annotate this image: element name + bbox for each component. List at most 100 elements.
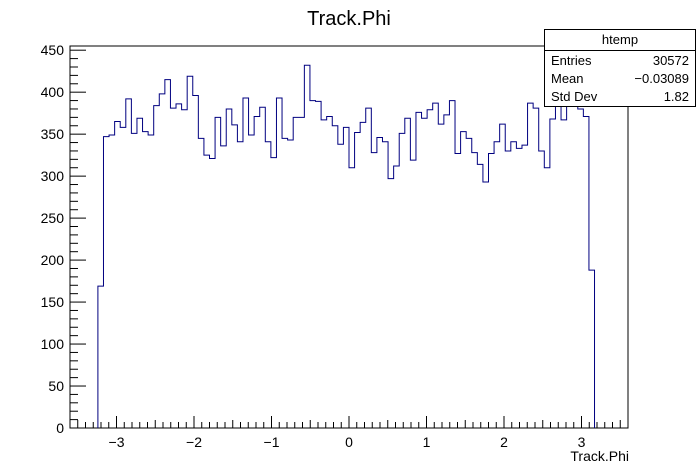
histogram-bin xyxy=(115,122,121,428)
histogram-bin xyxy=(265,142,271,428)
histogram-bin xyxy=(98,286,104,428)
histogram-bin xyxy=(561,120,567,428)
histogram-bin xyxy=(237,142,243,428)
histogram-bin xyxy=(416,112,422,428)
histogram-bin xyxy=(360,122,366,428)
stats-row-entries: Entries 30572 xyxy=(545,51,695,70)
histogram-bin xyxy=(243,98,249,428)
histogram-bin xyxy=(366,108,372,428)
histogram-bin xyxy=(438,124,444,428)
x-axis-label: Track.Phi xyxy=(570,448,629,464)
histogram-bin xyxy=(461,132,467,428)
histogram-bin xyxy=(316,101,322,428)
histogram-bin xyxy=(148,135,154,428)
histogram-bin xyxy=(578,109,584,428)
histogram-bin xyxy=(299,117,305,428)
histogram-bin xyxy=(511,142,517,428)
histogram-bin xyxy=(260,107,266,428)
histogram-bin xyxy=(371,153,377,428)
histogram-bin xyxy=(388,179,394,428)
histogram-bin xyxy=(271,158,277,428)
histogram-bin xyxy=(120,127,126,428)
chart-title: Track.Phi xyxy=(307,8,391,30)
x-tick-label: 3 xyxy=(578,434,586,450)
stats-value: −0.03089 xyxy=(634,71,689,86)
histogram-bin xyxy=(405,118,411,428)
histogram-bin xyxy=(232,125,238,428)
histogram-bin xyxy=(500,124,506,428)
histogram-bin xyxy=(304,65,310,428)
histogram-bin xyxy=(583,117,589,428)
stats-value: 1.82 xyxy=(663,89,689,104)
histogram-bin xyxy=(131,133,137,428)
histogram-bin xyxy=(516,148,522,428)
histogram-bin xyxy=(472,153,478,428)
histogram-bin xyxy=(444,115,450,428)
histogram-bin xyxy=(310,101,316,428)
histogram-bin xyxy=(433,103,439,428)
histogram-bin xyxy=(449,101,455,428)
stats-label: Std Dev xyxy=(551,89,598,104)
x-tick-label: 2 xyxy=(500,434,508,450)
stats-box-title: htemp xyxy=(545,30,695,51)
histogram-bin xyxy=(522,145,528,428)
histogram-bin xyxy=(210,159,216,428)
histogram-bin xyxy=(382,142,388,428)
histogram-bin xyxy=(533,108,539,428)
histogram-bin xyxy=(399,133,405,428)
histogram-bin xyxy=(483,182,489,428)
histogram-bin xyxy=(455,153,461,428)
histogram-bin xyxy=(355,132,361,428)
histogram-bin xyxy=(226,109,232,428)
stats-label: Mean xyxy=(551,71,584,86)
histogram-bin xyxy=(165,80,171,428)
histogram-bin xyxy=(494,142,500,428)
histogram-bin xyxy=(528,103,534,428)
histogram-bin xyxy=(466,138,472,428)
histogram-bin xyxy=(276,98,282,428)
histogram-bin xyxy=(254,117,260,428)
stats-box: htemp Entries 30572 Mean −0.03089 Std De… xyxy=(544,29,696,107)
histogram-bin xyxy=(332,126,338,428)
histogram-bin xyxy=(489,153,495,428)
histogram-bin xyxy=(589,270,595,428)
y-tick-label: 400 xyxy=(41,84,65,100)
y-tick-label: 350 xyxy=(41,126,65,142)
histogram-bin xyxy=(544,168,550,428)
x-tick-label: 0 xyxy=(345,434,353,450)
histogram-bin xyxy=(477,164,483,428)
histogram-bin xyxy=(427,110,433,428)
histogram-bin xyxy=(349,168,355,428)
stats-label: Entries xyxy=(551,53,592,68)
histogram-bin xyxy=(327,117,333,428)
x-tick-label: −3 xyxy=(109,434,125,450)
histogram-bin xyxy=(394,166,400,428)
y-tick-label: 100 xyxy=(41,336,65,352)
histogram-bin xyxy=(410,160,416,428)
x-tick-label: 1 xyxy=(423,434,431,450)
y-tick-label: 200 xyxy=(41,252,65,268)
histogram-bin xyxy=(204,155,210,428)
histogram-bin xyxy=(555,102,561,428)
histogram-bin xyxy=(293,117,299,428)
x-tick-label: −1 xyxy=(264,434,280,450)
histogram-bin xyxy=(193,96,199,428)
histogram-bin xyxy=(215,117,221,428)
histogram-bin xyxy=(539,151,545,428)
y-tick-label: 50 xyxy=(48,378,64,394)
histogram-bin xyxy=(182,110,188,428)
histogram-outline xyxy=(97,64,596,428)
histogram-bin xyxy=(159,94,165,428)
histogram-bin xyxy=(170,108,176,428)
x-tick-label: −2 xyxy=(186,434,202,450)
histogram-bin xyxy=(198,138,204,428)
histogram-bin xyxy=(126,99,132,428)
histogram-bin xyxy=(103,137,109,428)
y-tick-label: 0 xyxy=(56,420,64,436)
y-tick-label: 250 xyxy=(41,210,65,226)
histogram-bin xyxy=(221,146,227,428)
histogram-bin xyxy=(137,118,143,428)
histogram-bin xyxy=(377,138,383,428)
histogram-bin xyxy=(321,120,327,428)
